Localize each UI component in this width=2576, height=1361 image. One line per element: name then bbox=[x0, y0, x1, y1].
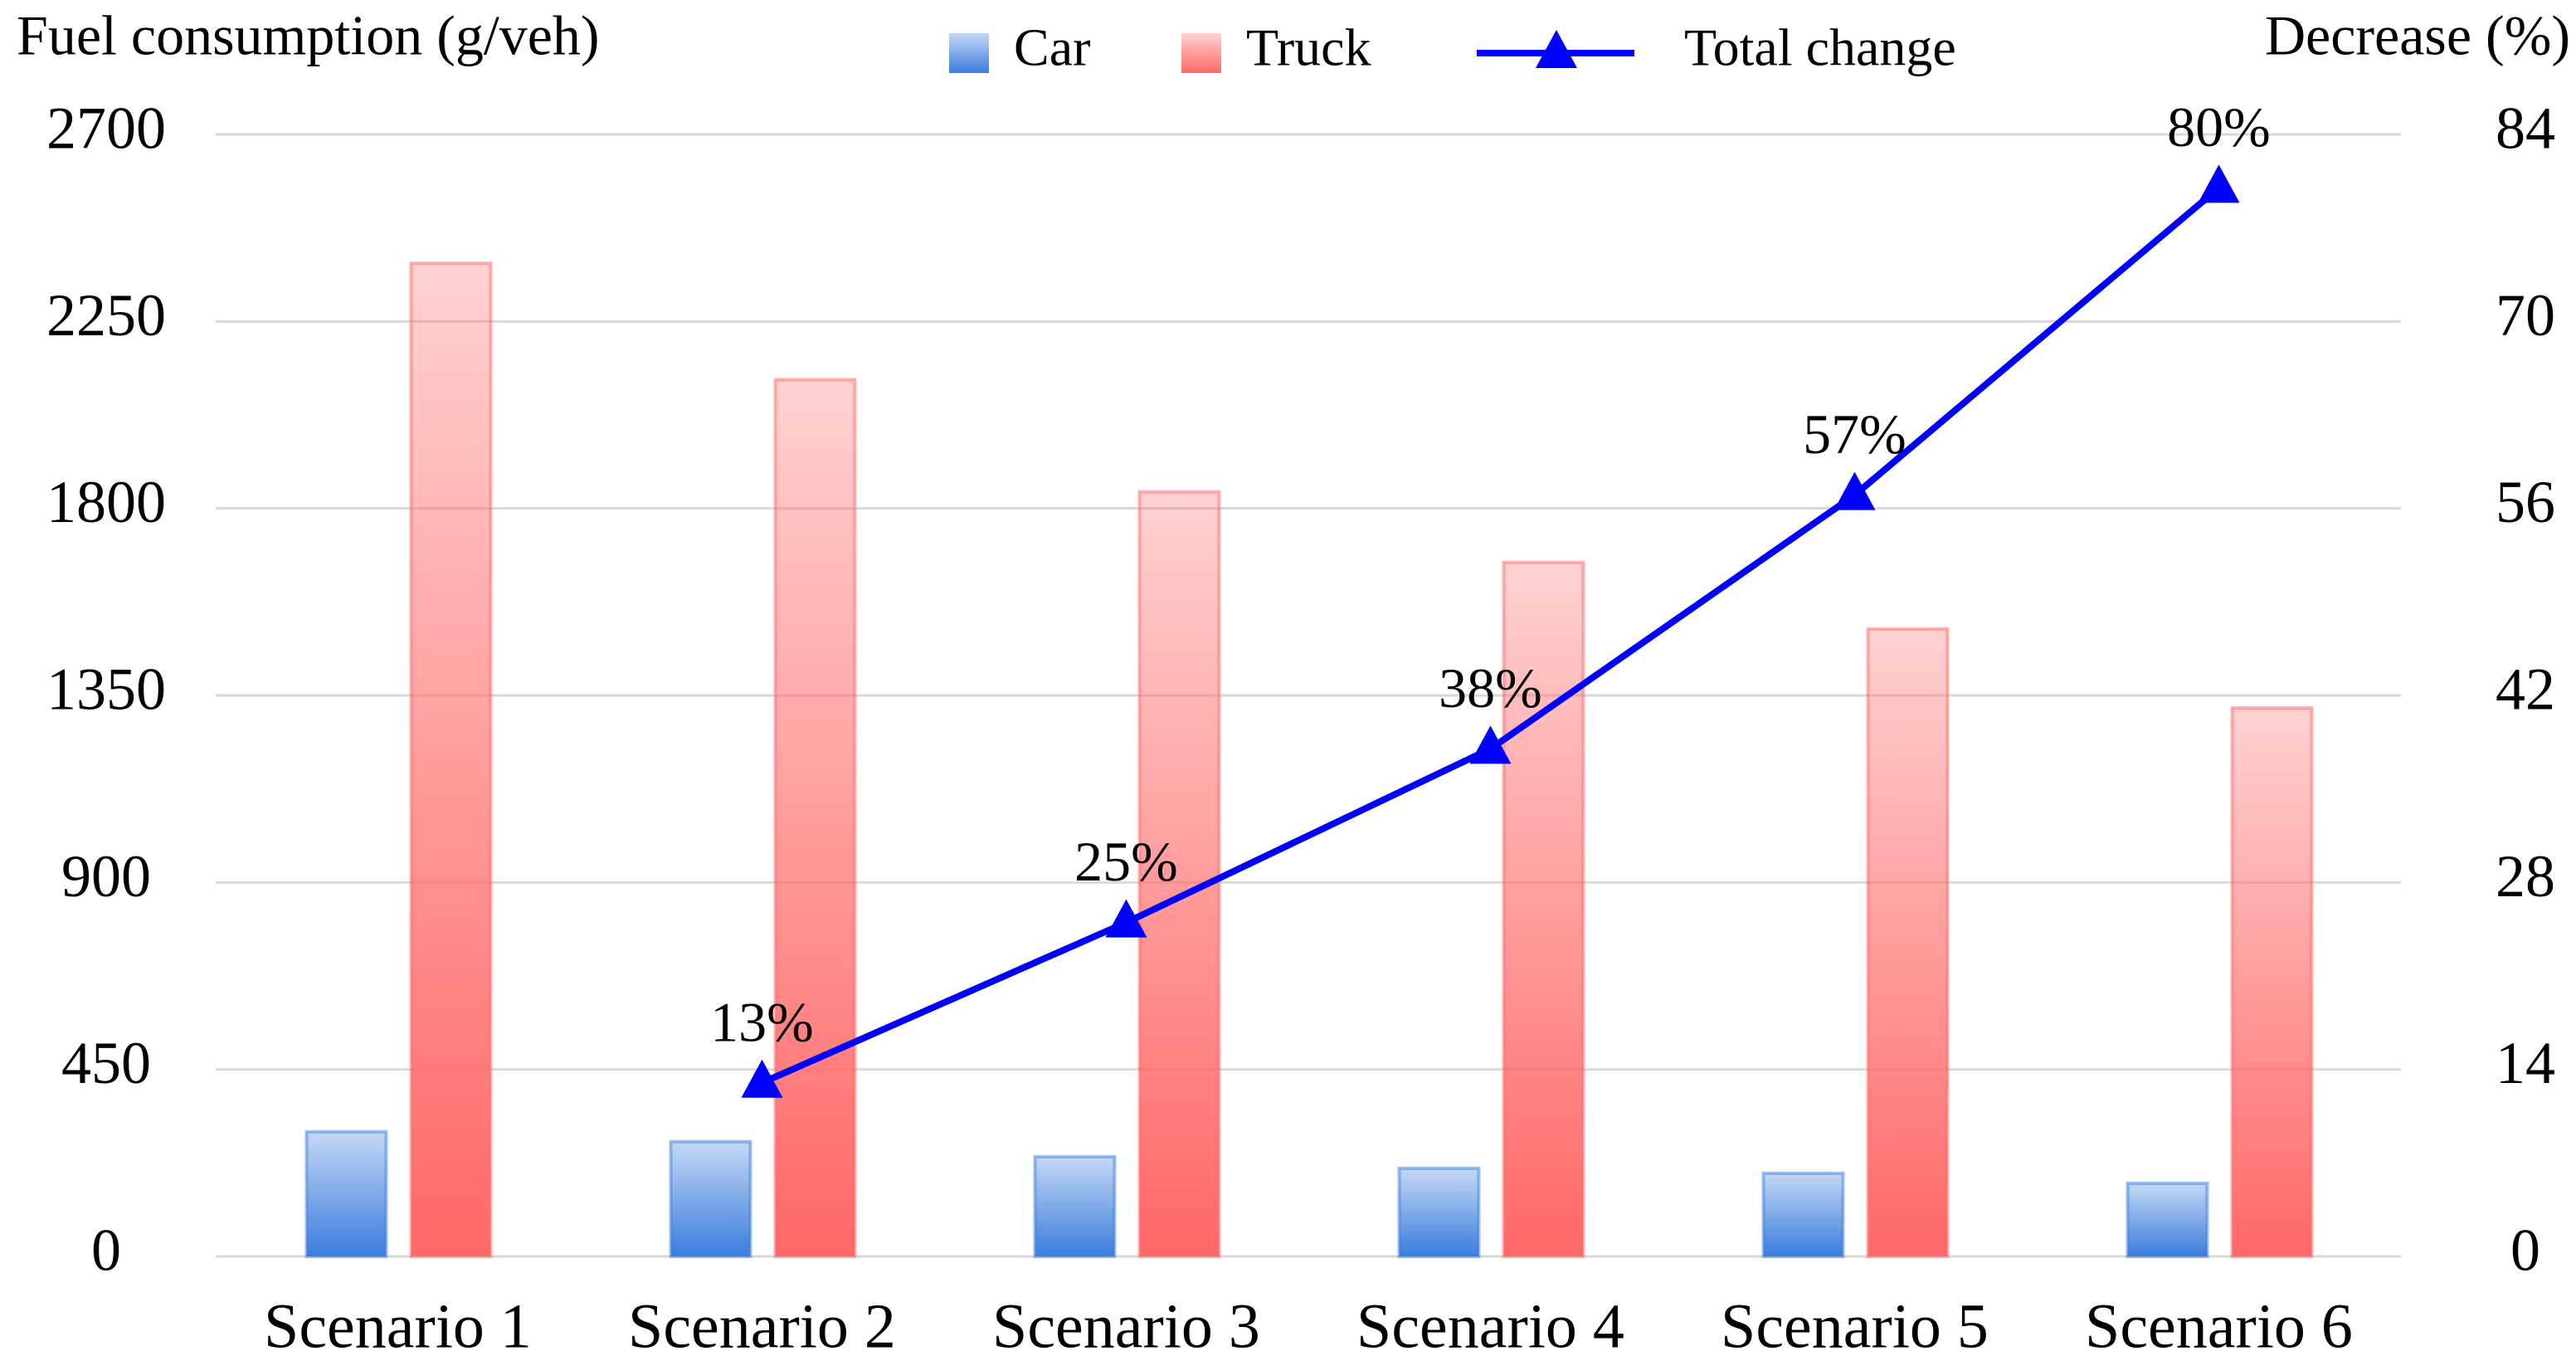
y-tick-label: 450 bbox=[61, 1030, 151, 1096]
data-label: 57% bbox=[1803, 402, 1906, 466]
y2-tick-label: 70 bbox=[2496, 282, 2555, 349]
y2-tick-label: 84 bbox=[2496, 95, 2555, 162]
data-label: 25% bbox=[1074, 830, 1178, 893]
bar bbox=[2230, 706, 2314, 1258]
marker bbox=[1833, 471, 1876, 510]
y-axis-title: Fuel consumption (g/veh) bbox=[17, 4, 600, 67]
bar bbox=[1137, 490, 1221, 1258]
bar bbox=[409, 261, 493, 1259]
legend-label: Truck bbox=[1246, 18, 1371, 77]
bar bbox=[2126, 1181, 2209, 1258]
bar bbox=[669, 1139, 752, 1258]
y-tick-label: 2250 bbox=[46, 282, 166, 349]
y2-tick-label: 28 bbox=[2496, 843, 2555, 910]
y2-tick-label: 56 bbox=[2496, 469, 2555, 535]
y-tick-label: 0 bbox=[91, 1217, 121, 1284]
bar bbox=[773, 378, 857, 1259]
x-tick-label: Scenario 4 bbox=[1356, 1291, 1624, 1361]
y2-tick-label: 14 bbox=[2496, 1030, 2555, 1096]
bar bbox=[304, 1129, 388, 1259]
bar bbox=[1761, 1171, 1845, 1258]
y-tick-label: 900 bbox=[61, 843, 151, 910]
marker bbox=[1105, 899, 1147, 938]
bar bbox=[1866, 627, 1950, 1258]
y-tick-label: 1800 bbox=[46, 469, 166, 535]
x-tick-label: Scenario 6 bbox=[2085, 1291, 2353, 1361]
legend-label: Car bbox=[1014, 18, 1090, 77]
y-tick-label: 1350 bbox=[46, 656, 166, 723]
marker bbox=[1469, 725, 1512, 764]
legend-marker bbox=[1536, 30, 1577, 68]
bar bbox=[1502, 560, 1585, 1258]
data-label: 13% bbox=[710, 990, 814, 1053]
x-tick-label: Scenario 5 bbox=[1721, 1291, 1989, 1361]
data-label: 80% bbox=[2167, 95, 2271, 159]
y2-tick-label: 42 bbox=[2496, 656, 2555, 723]
data-label: 38% bbox=[1439, 656, 1542, 720]
x-tick-label: Scenario 3 bbox=[992, 1291, 1260, 1361]
legend-label: Total change bbox=[1684, 18, 1956, 77]
bar bbox=[1033, 1154, 1117, 1259]
marker bbox=[2198, 164, 2240, 203]
legend-swatch bbox=[1181, 33, 1221, 73]
y-tick-label: 2700 bbox=[46, 95, 166, 162]
y2-tick-label: 0 bbox=[2510, 1217, 2540, 1284]
legend-swatch bbox=[949, 33, 989, 73]
bar bbox=[1397, 1166, 1481, 1259]
y2-axis-title: Decrease (%) bbox=[2265, 4, 2570, 67]
x-tick-label: Scenario 2 bbox=[628, 1291, 896, 1361]
x-tick-label: Scenario 1 bbox=[264, 1291, 532, 1361]
marker bbox=[741, 1059, 783, 1098]
